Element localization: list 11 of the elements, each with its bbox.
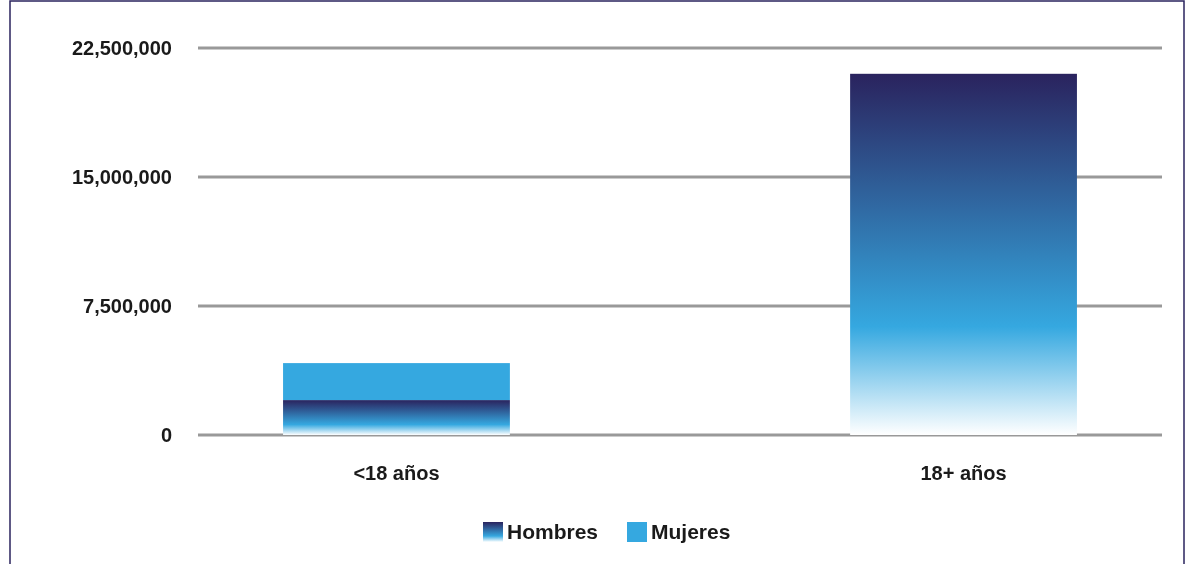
x-tick-label: 18+ años — [920, 462, 1007, 484]
x-tick-label: <18 años — [353, 462, 440, 484]
y-tick-label: 0 — [160, 424, 172, 446]
legend-label: Hombres — [507, 520, 599, 544]
y-tick-label: 7,500,000 — [83, 295, 172, 317]
bar — [850, 73, 1077, 435]
bar — [283, 400, 510, 435]
bar — [283, 363, 510, 401]
legend-label: Mujeres — [651, 520, 731, 544]
y-tick-label: 15,000,000 — [71, 166, 172, 188]
y-tick-label: 22,500,000 — [71, 37, 172, 59]
